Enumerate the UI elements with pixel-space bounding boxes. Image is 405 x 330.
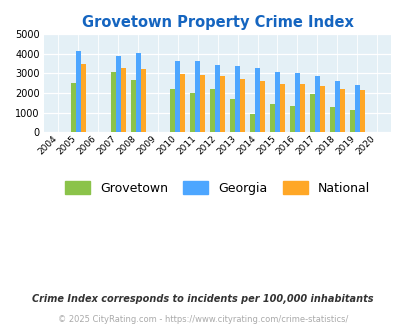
Bar [120,68,125,132]
Bar [319,86,324,132]
Bar [269,104,274,132]
Bar [339,89,344,132]
Bar [260,81,264,132]
Bar [289,107,294,132]
Bar [130,80,135,132]
Bar [175,60,180,132]
Bar [170,89,175,132]
Bar [354,85,359,132]
Bar [314,76,319,132]
Bar [200,75,205,132]
Bar [359,90,364,132]
Bar [234,66,239,132]
Bar [249,114,254,132]
Text: Crime Index corresponds to incidents per 100,000 inhabitants: Crime Index corresponds to incidents per… [32,294,373,304]
Bar [220,76,225,132]
Legend: Grovetown, Georgia, National: Grovetown, Georgia, National [60,176,374,200]
Bar [81,64,85,132]
Bar [76,51,81,132]
Bar [294,73,299,132]
Bar [135,53,140,132]
Bar [111,72,115,132]
Bar [195,60,200,132]
Bar [329,107,334,132]
Bar [190,93,195,132]
Bar [210,89,215,132]
Bar [254,68,260,132]
Bar [71,83,76,132]
Bar [140,69,145,132]
Bar [115,56,120,132]
Bar [309,94,314,132]
Bar [349,111,354,132]
Bar [279,83,284,132]
Text: © 2025 CityRating.com - https://www.cityrating.com/crime-statistics/: © 2025 CityRating.com - https://www.city… [58,315,347,324]
Title: Grovetown Property Crime Index: Grovetown Property Crime Index [81,15,353,30]
Bar [215,65,220,132]
Bar [334,81,339,132]
Bar [239,79,245,132]
Bar [299,84,304,132]
Bar [274,72,279,132]
Bar [230,99,234,132]
Bar [180,74,185,132]
